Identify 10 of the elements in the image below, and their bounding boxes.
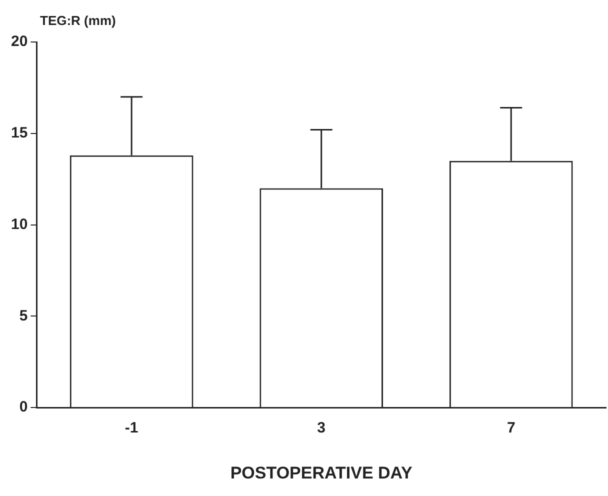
x-tick-label: 3 (317, 420, 326, 437)
y-tick-label: 5 (19, 307, 28, 324)
x-tick-label: -1 (124, 420, 138, 437)
x-axis-title: POSTOPERATIVE DAY (230, 463, 414, 482)
y-axis-title: TEG:R (mm) (40, 13, 116, 28)
y-tick-label: 0 (19, 398, 28, 416)
x-tick-label: 7 (506, 420, 516, 437)
y-tick-label: 10 (10, 216, 28, 233)
y-tick-label: 15 (10, 124, 28, 142)
y-tick-label: 20 (10, 33, 28, 50)
